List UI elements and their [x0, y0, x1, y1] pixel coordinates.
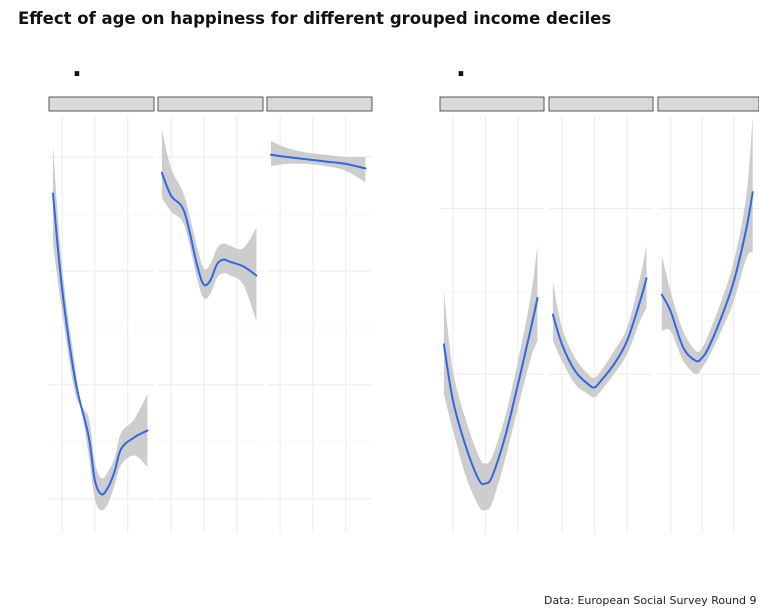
- data-point: [229, 261, 231, 263]
- facet-strip: [48, 96, 155, 112]
- data-point: [365, 168, 367, 170]
- fitted-line: [442, 297, 539, 486]
- data-point: [88, 434, 90, 436]
- facet-panel: [439, 96, 545, 533]
- data-point: [574, 370, 576, 372]
- data-point: [452, 400, 454, 402]
- data-point: [210, 279, 212, 281]
- data-point: [485, 483, 487, 485]
- fitted-line: [660, 191, 754, 363]
- data-point: [720, 317, 722, 319]
- panel-letter-dot: .: [72, 53, 82, 83]
- facet-panel: [48, 96, 155, 533]
- data-point: [537, 297, 539, 299]
- fitted-line: [269, 153, 367, 170]
- data-point: [216, 263, 218, 265]
- data-point: [306, 158, 308, 160]
- data-point: [443, 344, 445, 346]
- data-point: [325, 161, 327, 163]
- facet-strip: [157, 96, 264, 112]
- data-point: [594, 387, 596, 389]
- confidence-ribbon: [161, 129, 257, 322]
- panel-letter-dot: .: [456, 53, 466, 83]
- data-point: [223, 259, 225, 261]
- data-point: [517, 383, 519, 385]
- data-point: [94, 480, 96, 482]
- data-point: [561, 344, 563, 346]
- data-point: [733, 281, 735, 283]
- data-point: [478, 479, 480, 481]
- data-point: [197, 266, 199, 268]
- facet-panel: [548, 96, 654, 533]
- data-point: [587, 383, 589, 385]
- data-point: [74, 380, 76, 382]
- data-point: [114, 471, 116, 473]
- data-point: [701, 357, 703, 359]
- data-point: [256, 275, 258, 277]
- data-point: [708, 347, 710, 349]
- data-point: [600, 380, 602, 382]
- data-point: [61, 288, 63, 290]
- data-point: [183, 211, 185, 213]
- data-point: [147, 430, 149, 432]
- data-point: [752, 191, 754, 193]
- data-point: [646, 277, 648, 279]
- facet-strip: [657, 96, 759, 112]
- panel-a: .: [48, 53, 373, 533]
- fitted-line: [51, 192, 149, 496]
- panel-b: .: [439, 53, 759, 533]
- data-point: [170, 195, 172, 197]
- data-point: [243, 266, 245, 268]
- data-point: [682, 347, 684, 349]
- data-point: [552, 314, 554, 316]
- data-point: [695, 360, 697, 362]
- fitted-line: [551, 277, 648, 389]
- caption: Data: European Social Survey Round 9: [544, 594, 757, 607]
- data-point: [101, 493, 103, 495]
- data-point: [613, 363, 615, 365]
- data-point: [270, 154, 272, 156]
- data-point: [746, 228, 748, 230]
- facet-panel: [157, 96, 264, 533]
- confidence-ribbon: [552, 245, 647, 398]
- data-point: [670, 310, 672, 312]
- data-point: [465, 446, 467, 448]
- data-point: [530, 327, 532, 329]
- data-point: [52, 193, 54, 195]
- data-point: [504, 436, 506, 438]
- data-point: [161, 172, 163, 174]
- data-point: [491, 476, 493, 478]
- facet-panel: [266, 96, 373, 533]
- data-point: [120, 448, 122, 450]
- facet-strip: [548, 96, 654, 112]
- confidence-ribbon: [443, 245, 538, 511]
- data-point: [626, 340, 628, 342]
- data-point: [203, 284, 205, 286]
- data-point: [107, 487, 109, 489]
- figure-title: Effect of age on happiness for different…: [18, 9, 611, 28]
- facet-strip: [439, 96, 545, 112]
- data-point: [286, 156, 288, 158]
- data-point: [639, 301, 641, 303]
- data-point: [345, 163, 347, 165]
- confidence-ribbon: [661, 116, 753, 375]
- fitted-line: [160, 171, 258, 287]
- facet-panel: [657, 96, 759, 533]
- facet-strip: [266, 96, 373, 112]
- data-point: [661, 294, 663, 296]
- data-point: [134, 436, 136, 438]
